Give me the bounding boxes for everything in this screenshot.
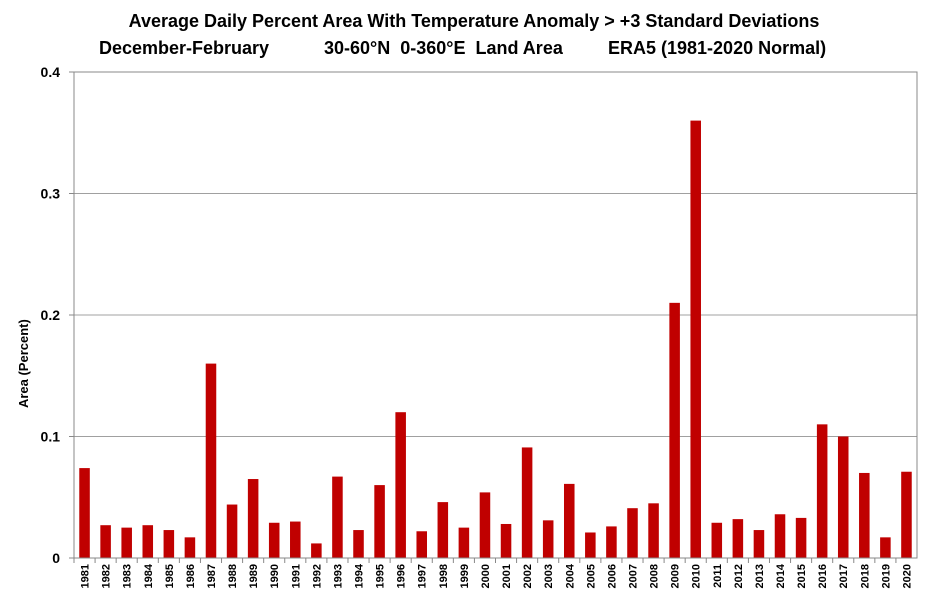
bar-2002 (521, 447, 533, 558)
bar-2004 (563, 483, 575, 558)
bar-2017 (837, 436, 849, 558)
subtitle-season: December-February (99, 38, 270, 58)
bar-2011 (711, 522, 723, 558)
bar-1990 (268, 522, 280, 558)
x-tick-label: 2000 (480, 564, 492, 588)
x-tick-label: 1994 (354, 563, 366, 588)
x-tick-label: 2009 (670, 564, 682, 588)
y-axis-label: Area (Percent) (16, 319, 31, 408)
x-tick-label: 2007 (627, 564, 639, 588)
bar-1996 (395, 412, 406, 558)
bar-1986 (184, 537, 196, 558)
x-tick-label: 1999 (459, 564, 471, 588)
bar-2005 (585, 532, 596, 558)
x-tick-label: 2014 (775, 563, 787, 588)
bar-1982 (100, 525, 111, 558)
x-tick-label: 2002 (522, 564, 534, 588)
bar-2012 (732, 519, 744, 558)
bars (79, 120, 912, 558)
bar-2015 (795, 517, 807, 558)
bar-1997 (416, 531, 428, 558)
x-tick-label: 1998 (438, 564, 450, 588)
bar-1987 (205, 363, 217, 558)
y-tick-label: 0 (52, 550, 60, 566)
bar-1981 (79, 468, 90, 558)
bar-2013 (753, 530, 765, 558)
x-tick-label: 2015 (796, 564, 808, 588)
x-tick-label: 1984 (143, 563, 155, 588)
bar-1992 (311, 543, 322, 558)
x-tick-label: 2020 (901, 564, 913, 588)
x-tick-label: 1981 (80, 564, 92, 588)
bar-2014 (774, 514, 786, 558)
bar-1984 (142, 525, 154, 558)
bar-2008 (648, 503, 659, 558)
subtitle-normal: ERA5 (1981-2020 Normal) (608, 38, 827, 58)
subtitle-region: 30-60°N 0-360°E Land Area (324, 38, 563, 58)
bar-2000 (479, 492, 491, 558)
bar-2009 (669, 302, 680, 558)
x-tick-label: 2013 (754, 564, 766, 588)
x-tick-label: 1997 (417, 564, 429, 588)
x-tick-label: 2008 (649, 564, 661, 588)
x-tick-label: 2005 (585, 564, 597, 588)
x-tick-label: 2004 (564, 563, 576, 588)
y-tick-labels: 0 0.1 0.2 0.3 0.4 (41, 64, 74, 566)
x-tick-label: 1990 (269, 564, 281, 588)
bar-1991 (290, 521, 301, 558)
y-tick-label: 0.3 (41, 186, 61, 202)
x-tick-label: 2019 (880, 564, 892, 588)
y-tick-label: 0.2 (41, 307, 61, 323)
x-tick-label: 2018 (859, 564, 871, 588)
bar-1988 (226, 504, 238, 558)
x-tick-label: 1992 (311, 564, 323, 588)
x-tick-label: 1989 (248, 564, 260, 588)
x-tick-label: 2010 (691, 564, 703, 588)
x-tick-labels: 1981 1982 1983 1984 1985 1986 1987 1988 1989 1990… (73, 558, 913, 588)
bar-2010 (690, 120, 701, 558)
bar-1999 (458, 527, 470, 558)
x-tick-label: 1996 (396, 564, 408, 588)
x-tick-label: 1991 (290, 564, 302, 588)
bar-2001 (500, 523, 512, 558)
bar-2003 (542, 520, 554, 558)
y-tick-label: 0.1 (41, 429, 61, 445)
bar-1998 (437, 502, 449, 558)
x-tick-label: 2011 (712, 564, 724, 588)
x-tick-label: 1995 (375, 564, 387, 588)
bar-1993 (332, 476, 343, 558)
bar-2007 (627, 508, 638, 558)
bar-2018 (859, 472, 870, 558)
bar-1983 (121, 527, 132, 558)
y-tick-label: 0.4 (41, 64, 61, 80)
bar-1994 (353, 530, 364, 558)
bar-2006 (606, 526, 617, 558)
x-tick-label: 2016 (817, 564, 829, 588)
bar-1985 (163, 530, 175, 558)
x-tick-label: 2012 (733, 564, 745, 588)
gridlines (74, 71, 917, 437)
bar-1989 (247, 479, 259, 558)
x-tick-label: 1993 (332, 564, 344, 588)
bar-2019 (880, 537, 891, 558)
x-tick-label: 2006 (606, 564, 618, 588)
x-tick-label: 2001 (501, 564, 513, 588)
x-tick-label: 1982 (101, 564, 113, 588)
chart-title: Average Daily Percent Area With Temperat… (128, 11, 820, 31)
x-tick-label: 1987 (206, 564, 218, 588)
x-tick-label: 2017 (838, 564, 850, 588)
x-tick-label: 1986 (185, 564, 197, 588)
bar-2016 (816, 424, 828, 558)
bar-1995 (374, 485, 385, 558)
x-tick-label: 2003 (543, 564, 555, 588)
x-tick-label: 1985 (164, 564, 176, 588)
bar-2020 (901, 471, 912, 558)
x-tick-label: 1983 (122, 564, 134, 588)
x-tick-label: 1988 (227, 564, 239, 588)
